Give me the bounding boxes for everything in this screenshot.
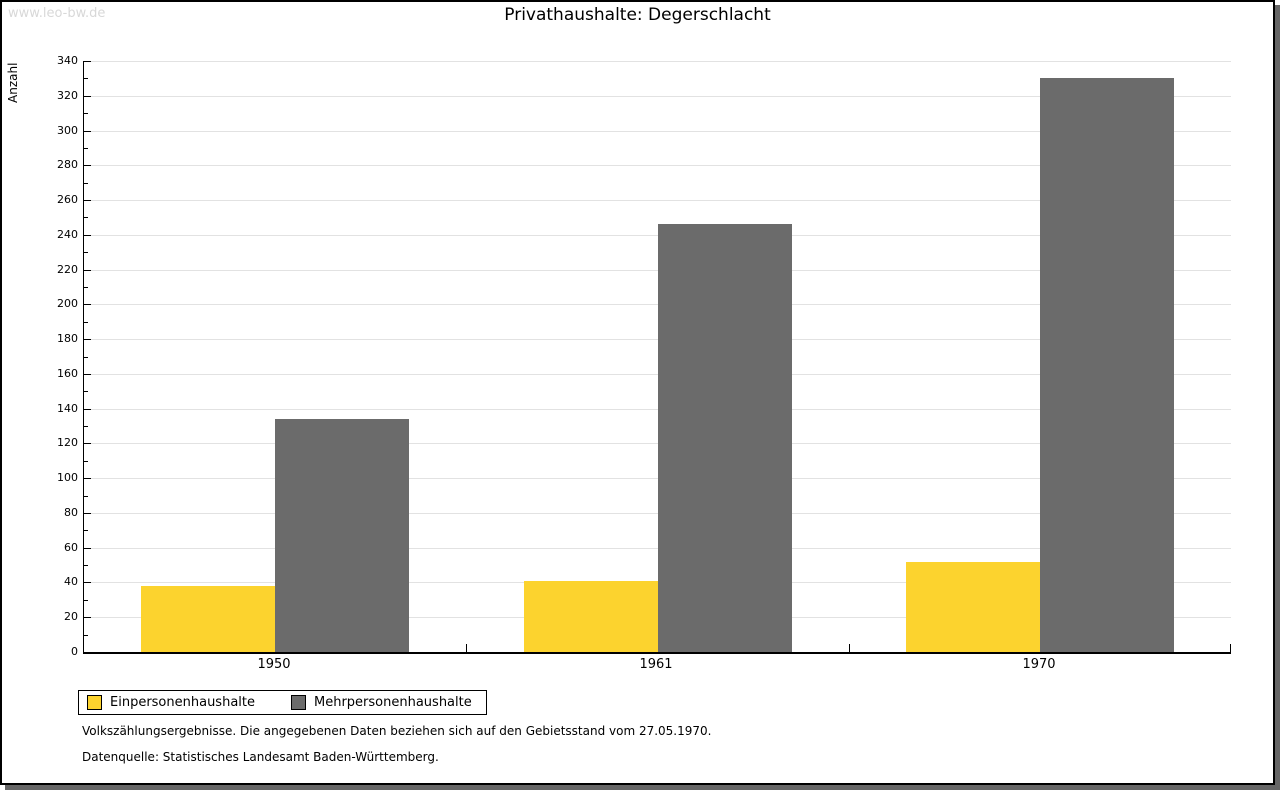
y-axis-tick-label: 180: [57, 332, 78, 345]
y-axis-minor-tick: [84, 357, 88, 358]
y-axis-minor-tick: [84, 391, 88, 392]
y-gridline: [84, 409, 1231, 410]
watermark: www.leo-bw.de: [8, 6, 106, 21]
y-axis-tick-label: 200: [57, 297, 78, 310]
bar-einpersonenhaushalte-1950: [141, 586, 275, 652]
y-gridline: [84, 513, 1231, 514]
y-axis-major-tick: [84, 131, 91, 132]
y-axis-minor-tick: [84, 565, 88, 566]
y-axis-minor-tick: [84, 183, 88, 184]
legend-swatch: [291, 695, 306, 710]
y-axis-major-tick: [84, 96, 91, 97]
y-gridline: [84, 235, 1231, 236]
plot-area: [83, 61, 1231, 654]
y-axis-tick-label: 60: [64, 541, 78, 554]
y-gridline: [84, 165, 1231, 166]
y-axis-major-tick: [84, 200, 91, 201]
legend-label: Einpersonenhaushalte: [110, 695, 255, 710]
x-axis-label: 1950: [257, 657, 291, 672]
y-axis-minor-tick: [84, 530, 88, 531]
y-gridline: [84, 374, 1231, 375]
y-axis-tick-label: 0: [71, 645, 78, 658]
y-gridline: [84, 339, 1231, 340]
y-gridline: [84, 61, 1231, 62]
y-axis-major-tick: [84, 617, 91, 618]
y-axis-tick-label: 120: [57, 436, 78, 449]
y-axis-minor-tick: [84, 600, 88, 601]
y-axis-minor-tick: [84, 252, 88, 253]
y-axis-minor-tick: [84, 287, 88, 288]
y-axis-major-tick: [84, 235, 91, 236]
x-axis-label: 1970: [1022, 657, 1056, 672]
x-axis-label: 1961: [639, 657, 673, 672]
y-axis-title: Anzahl: [6, 62, 20, 103]
x-axis-boundary-tick: [849, 644, 850, 652]
y-axis-major-tick: [84, 270, 91, 271]
y-axis-tick-label: 40: [64, 575, 78, 588]
y-axis-major-tick: [84, 165, 91, 166]
y-axis-tick-label: 260: [57, 193, 78, 206]
bar-mehrpersonenhaushalte-1961: [658, 224, 792, 652]
y-axis-tick-label: 300: [57, 124, 78, 137]
y-axis-minor-tick: [84, 148, 88, 149]
bar-mehrpersonenhaushalte-1970: [1040, 78, 1174, 652]
legend-label: Mehrpersonenhaushalte: [314, 695, 472, 710]
x-axis-boundary-tick: [1230, 644, 1231, 652]
y-gridline: [84, 131, 1231, 132]
legend-swatch: [87, 695, 102, 710]
y-axis-minor-tick: [84, 635, 88, 636]
bar-mehrpersonenhaushalte-1950: [275, 419, 409, 652]
y-axis-major-tick: [84, 304, 91, 305]
y-axis-tick-label: 80: [64, 506, 78, 519]
y-axis-minor-tick: [84, 461, 88, 462]
bar-einpersonenhaushalte-1961: [524, 581, 658, 652]
y-gridline: [84, 200, 1231, 201]
y-gridline: [84, 96, 1231, 97]
y-axis-major-tick: [84, 548, 91, 549]
footer-source: Datenquelle: Statistisches Landesamt Bad…: [82, 750, 439, 764]
y-axis-tick-label: 240: [57, 228, 78, 241]
footer-note: Volkszählungsergebnisse. Die angegebenen…: [82, 724, 712, 738]
y-gridline: [84, 443, 1231, 444]
bar-einpersonenhaushalte-1970: [906, 562, 1040, 652]
y-gridline: [84, 304, 1231, 305]
y-axis-tick-label: 100: [57, 471, 78, 484]
y-axis-major-tick: [84, 443, 91, 444]
y-axis-tick-label: 320: [57, 89, 78, 102]
y-gridline: [84, 270, 1231, 271]
legend-item: Mehrpersonenhaushalte: [291, 695, 472, 710]
y-axis-major-tick: [84, 478, 91, 479]
y-axis-major-tick: [84, 409, 91, 410]
y-axis-minor-tick: [84, 113, 88, 114]
x-axis-boundary-tick: [466, 644, 467, 652]
y-axis-major-tick: [84, 513, 91, 514]
y-axis-major-tick: [84, 339, 91, 340]
legend-item: Einpersonenhaushalte: [87, 695, 255, 710]
y-axis-tick-label: 280: [57, 158, 78, 171]
chart-title: Privathaushalte: Degerschlacht: [504, 5, 771, 25]
y-axis-tick-label: 160: [57, 367, 78, 380]
y-axis-tick-label: 20: [64, 610, 78, 623]
y-axis-minor-tick: [84, 426, 88, 427]
y-axis-minor-tick: [84, 78, 88, 79]
y-gridline: [84, 548, 1231, 549]
y-axis-major-tick: [84, 61, 91, 62]
y-axis-minor-tick: [84, 496, 88, 497]
y-axis-tick-label: 340: [57, 54, 78, 67]
legend: Einpersonenhaushalte Mehrpersonenhaushalt…: [78, 690, 487, 715]
y-axis-minor-tick: [84, 217, 88, 218]
y-axis-major-tick: [84, 582, 91, 583]
y-axis-minor-tick: [84, 322, 88, 323]
y-gridline: [84, 478, 1231, 479]
y-axis-tick-label: 140: [57, 402, 78, 415]
y-axis-tick-label: 220: [57, 263, 78, 276]
y-axis-major-tick: [84, 374, 91, 375]
